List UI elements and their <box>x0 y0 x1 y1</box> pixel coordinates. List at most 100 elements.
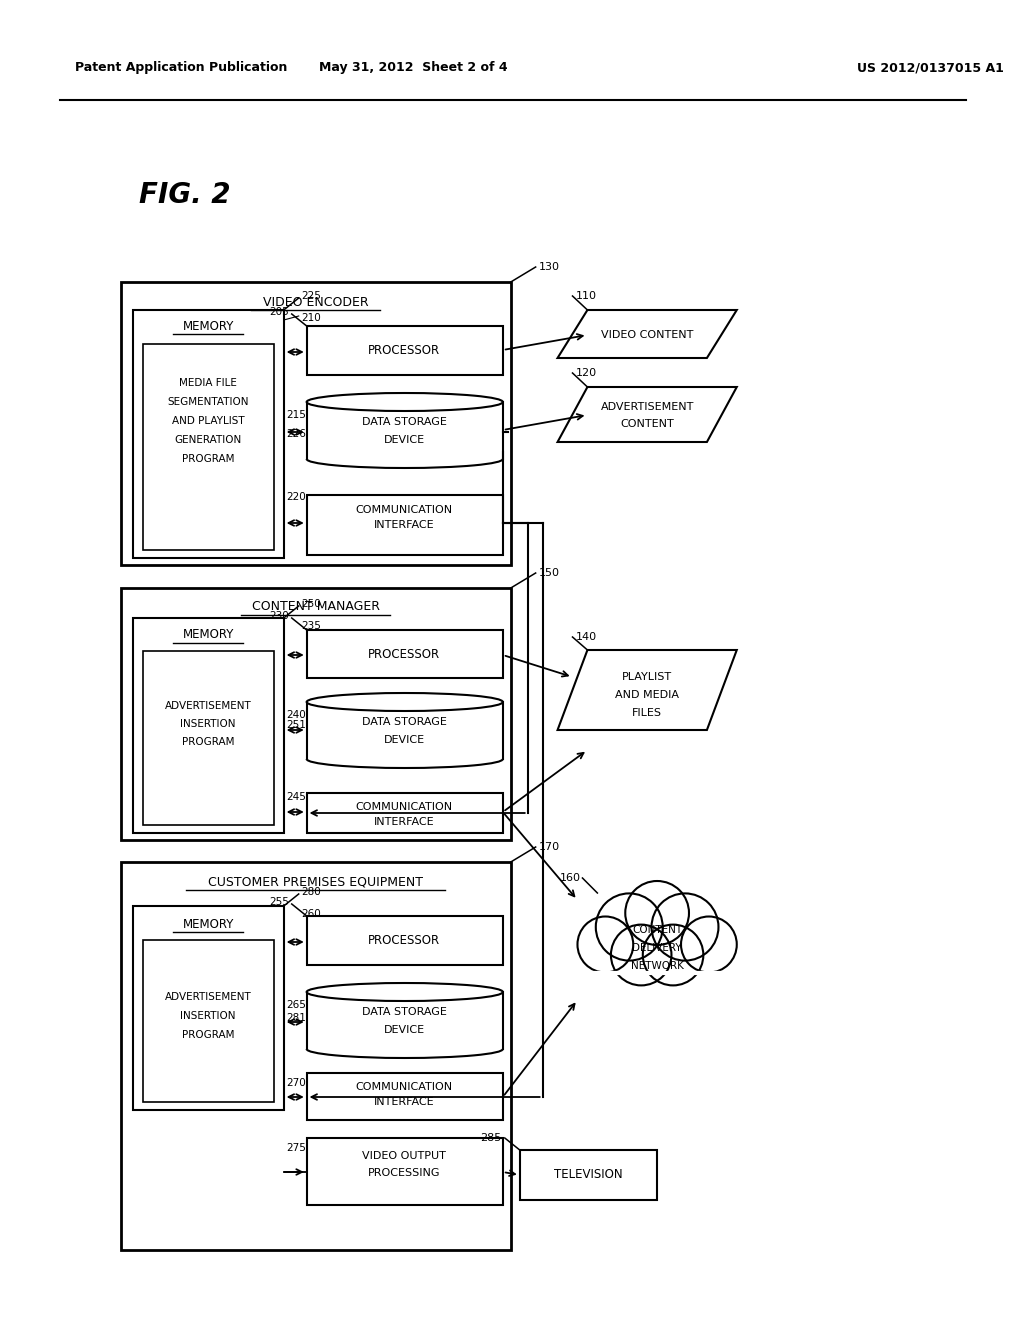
Text: NETWORK: NETWORK <box>631 961 684 972</box>
Text: PROGRAM: PROGRAM <box>182 737 234 747</box>
Bar <box>306 993 503 1049</box>
Circle shape <box>596 894 663 961</box>
Bar <box>143 940 273 1102</box>
Text: PROCESSOR: PROCESSOR <box>369 933 440 946</box>
Circle shape <box>578 916 633 973</box>
Text: 281: 281 <box>287 1012 306 1023</box>
Text: COMMUNICATION: COMMUNICATION <box>355 506 453 515</box>
Bar <box>306 1073 503 1119</box>
Text: PLAYLIST: PLAYLIST <box>623 672 672 682</box>
Bar <box>133 310 284 558</box>
Bar <box>306 495 503 554</box>
Text: AND MEDIA: AND MEDIA <box>615 690 679 700</box>
Text: 250: 250 <box>302 599 322 609</box>
Text: 210: 210 <box>302 313 322 323</box>
Bar <box>306 403 503 459</box>
Text: TELEVISION: TELEVISION <box>554 1168 623 1181</box>
Circle shape <box>651 894 719 961</box>
Text: FILES: FILES <box>632 708 663 718</box>
Bar <box>306 326 503 375</box>
Text: 280: 280 <box>302 887 322 898</box>
Text: DATA STORAGE: DATA STORAGE <box>361 717 446 727</box>
Text: GENERATION: GENERATION <box>174 436 242 445</box>
Bar <box>122 587 511 840</box>
Text: INSERTION: INSERTION <box>180 1011 236 1020</box>
Text: CONTENT MANAGER: CONTENT MANAGER <box>252 601 380 614</box>
Text: 270: 270 <box>287 1078 306 1088</box>
Text: CONTENT: CONTENT <box>621 418 674 429</box>
Text: 255: 255 <box>269 898 289 907</box>
Bar <box>122 282 511 565</box>
Text: DEVICE: DEVICE <box>384 1026 425 1035</box>
Text: COMMUNICATION: COMMUNICATION <box>355 1082 453 1092</box>
Ellipse shape <box>306 983 503 1001</box>
Text: PROCESSOR: PROCESSOR <box>369 648 440 660</box>
Bar <box>122 862 511 1250</box>
Text: PROCESSING: PROCESSING <box>368 1168 440 1177</box>
Circle shape <box>681 916 737 973</box>
Text: 110: 110 <box>575 290 597 301</box>
Text: 226: 226 <box>287 429 306 440</box>
Text: PROGRAM: PROGRAM <box>182 1030 234 1040</box>
Text: US 2012/0137015 A1: US 2012/0137015 A1 <box>857 62 1005 74</box>
Text: INTERFACE: INTERFACE <box>374 817 434 828</box>
Bar <box>520 1150 657 1200</box>
Text: SEGMENTATION: SEGMENTATION <box>167 397 249 407</box>
Polygon shape <box>557 310 737 358</box>
Text: 275: 275 <box>287 1143 306 1152</box>
Text: DATA STORAGE: DATA STORAGE <box>361 417 446 426</box>
Text: DEVICE: DEVICE <box>384 735 425 744</box>
Text: VIDEO OUTPUT: VIDEO OUTPUT <box>362 1151 446 1162</box>
Text: CONTENT: CONTENT <box>632 925 682 935</box>
Ellipse shape <box>306 693 503 711</box>
Text: 150: 150 <box>539 568 560 578</box>
Bar <box>133 906 284 1110</box>
Text: ADVERTISEMENT: ADVERTISEMENT <box>600 403 694 412</box>
Text: 130: 130 <box>539 261 560 272</box>
Text: COMMUNICATION: COMMUNICATION <box>355 803 453 812</box>
Text: 225: 225 <box>302 290 322 301</box>
Text: 285: 285 <box>480 1133 502 1143</box>
Text: 240: 240 <box>287 710 306 719</box>
Circle shape <box>626 880 689 945</box>
Bar <box>306 916 503 965</box>
Circle shape <box>611 924 672 986</box>
Text: 205: 205 <box>269 308 289 317</box>
Text: 160: 160 <box>559 873 581 883</box>
Bar <box>306 1138 503 1205</box>
Polygon shape <box>557 387 737 442</box>
Text: 215: 215 <box>287 411 306 420</box>
Text: MEMORY: MEMORY <box>182 321 233 334</box>
Bar <box>143 651 273 825</box>
Text: DEVICE: DEVICE <box>384 436 425 445</box>
Bar <box>306 702 503 759</box>
Text: PROCESSOR: PROCESSOR <box>369 343 440 356</box>
Text: May 31, 2012  Sheet 2 of 4: May 31, 2012 Sheet 2 of 4 <box>318 62 508 74</box>
Text: INTERFACE: INTERFACE <box>374 1097 434 1107</box>
Text: MEMORY: MEMORY <box>182 917 233 931</box>
Text: VIDEO ENCODER: VIDEO ENCODER <box>263 296 369 309</box>
Text: Patent Application Publication: Patent Application Publication <box>75 62 287 74</box>
Circle shape <box>643 924 703 986</box>
Text: VIDEO CONTENT: VIDEO CONTENT <box>601 330 693 341</box>
Text: FIG. 2: FIG. 2 <box>139 181 230 209</box>
Bar <box>306 793 503 833</box>
Text: INSERTION: INSERTION <box>180 719 236 729</box>
Text: 120: 120 <box>575 368 597 378</box>
Text: 230: 230 <box>269 611 289 620</box>
Bar <box>306 630 503 678</box>
Polygon shape <box>557 649 737 730</box>
Text: 170: 170 <box>539 842 560 851</box>
Ellipse shape <box>306 393 503 411</box>
Text: 251: 251 <box>287 719 306 730</box>
Text: MEMORY: MEMORY <box>182 628 233 642</box>
Text: DATA STORAGE: DATA STORAGE <box>361 1007 446 1016</box>
Bar <box>143 345 273 550</box>
Text: DELIVERY: DELIVERY <box>632 942 682 953</box>
Text: 140: 140 <box>575 632 597 642</box>
Text: 235: 235 <box>302 620 322 631</box>
Text: ADVERTISEMENT: ADVERTISEMENT <box>165 993 252 1002</box>
Text: 265: 265 <box>287 1001 306 1010</box>
Text: 245: 245 <box>287 792 306 803</box>
Text: ADVERTISEMENT: ADVERTISEMENT <box>165 701 252 711</box>
